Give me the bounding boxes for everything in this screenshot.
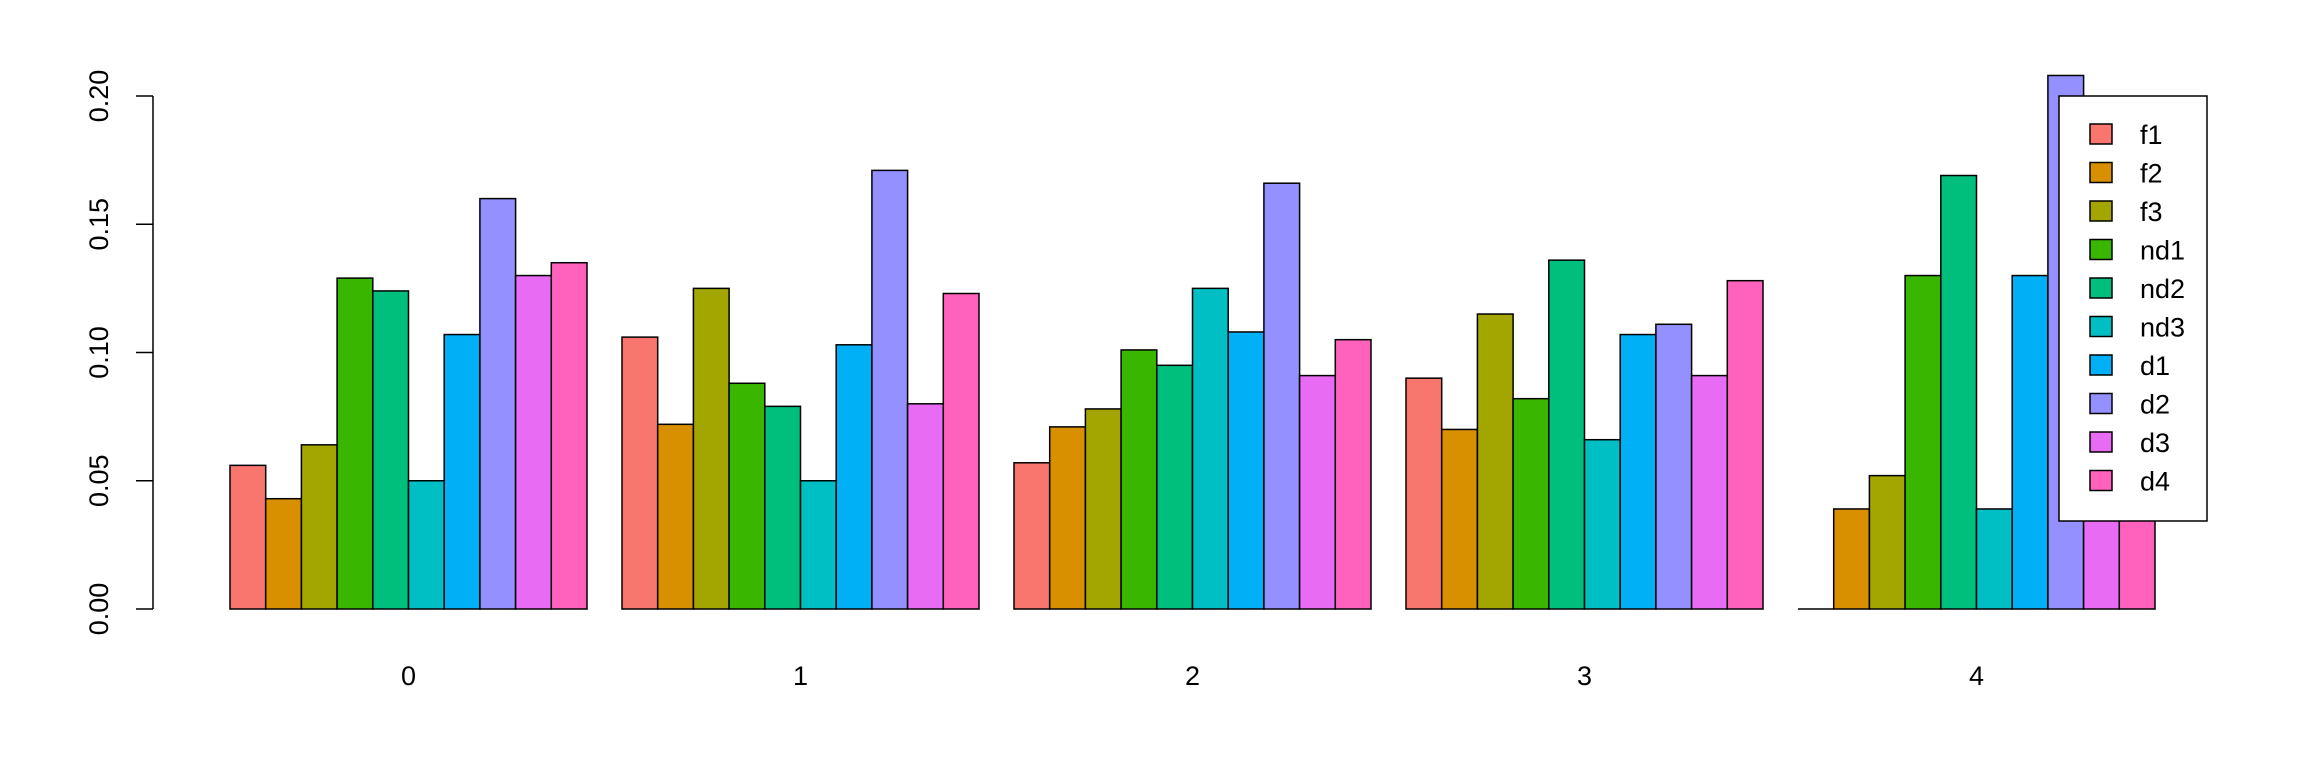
legend-label: d3 [2140,428,2170,458]
legend-item-f3: f3 [2089,197,2163,227]
bar-nd1-1 [728,382,766,610]
bar-d3-2 [1298,374,1337,610]
bar-d2-1 [871,169,909,610]
bar-nd3-0 [407,480,445,610]
bar-d2-3 [1655,323,1693,610]
x-tick-label: 4 [1969,661,1984,691]
bar-f2-2 [1048,426,1087,610]
bar-f3-4 [1868,474,1906,610]
x-tick-label: 1 [793,661,808,691]
bar-d3-0 [514,274,553,610]
bar-nd1-4 [1904,274,1942,610]
bar-f1-3 [1405,377,1443,610]
legend-box [2058,95,2208,522]
bar-nd1-3 [1512,397,1550,610]
bar-nd1-2 [1120,349,1158,610]
bar-d4-2 [1334,338,1372,610]
legend-item-nd2: nd2 [2089,274,2185,304]
x-tick-label: 0 [401,661,416,691]
legend-label: d1 [2140,351,2170,381]
legend-label: d2 [2140,390,2170,420]
bar-nd2-0 [372,290,410,610]
x-axis: 0 1 2 3 4 [401,661,1984,691]
legend-label: nd3 [2140,313,2185,343]
bar-nd1-0 [336,277,374,610]
legend-swatch [2089,354,2113,376]
x-tick-label: 2 [1185,661,1200,691]
legend-item-d4: d4 [2089,467,2170,497]
bar-nd2-4 [1940,174,1978,610]
y-tick-label: 0.15 [84,198,114,251]
bar-d4-0 [550,261,588,610]
bar-f3-2 [1084,408,1122,610]
bar-f2-1 [656,423,695,610]
bar-d4-1 [942,292,980,610]
legend-item-d1: d1 [2089,351,2170,381]
legend-label: d4 [2140,467,2170,497]
bar-f1-1 [621,336,659,610]
legend-swatch [2089,469,2113,492]
bar-f2-0 [264,497,303,610]
bar-f1-0 [229,464,267,610]
bar-f1-2 [1013,462,1051,610]
legend-label: nd2 [2140,274,2185,304]
bar-d1-0 [443,333,481,610]
legend-label: f2 [2140,159,2163,189]
bar-nd2-2 [1156,364,1194,610]
bar-f3-3 [1476,313,1514,610]
y-tick-label: 0.00 [84,583,114,636]
x-tick-label: 3 [1577,661,1592,691]
legend-item-f1: f1 [2089,120,2163,150]
bar-d2-0 [479,197,517,610]
bar-nd3-4 [1975,508,2013,610]
legend-swatch [2089,277,2113,299]
bar-d1-2 [1227,331,1265,610]
legend-swatch [2089,200,2113,222]
legend-swatch [2089,161,2113,184]
bars [229,74,2156,610]
y-axis: 0.00 0.05 0.10 0.15 0.20 [84,70,154,636]
legend-swatch [2089,315,2113,338]
legend-label: nd1 [2140,236,2185,266]
bar-group-1 [621,169,980,610]
bar-d3-1 [906,403,945,610]
bar-nd3-3 [1583,438,1621,610]
y-tick-label: 0.20 [84,70,114,123]
bar-nd2-3 [1548,259,1586,610]
bar-f2-4 [1832,508,1871,610]
legend-swatch [2089,123,2113,145]
legend-swatch [2089,392,2113,415]
bar-d1-3 [1619,333,1657,610]
bar-group-3 [1405,259,1764,610]
legend-item-d3: d3 [2089,428,2170,458]
legend-item-nd3: nd3 [2089,313,2185,343]
bar-d2-2 [1263,182,1301,610]
legend-label: f3 [2140,197,2163,227]
bar-nd2-1 [764,405,802,610]
bar-d4-3 [1726,279,1764,610]
bar-group-2 [1013,182,1372,610]
legend-item-f2: f2 [2089,159,2163,189]
legend-label: f1 [2140,120,2163,150]
legend: f1 f2 f3 nd1 nd2 nd3 d1 d2 d3 d4 [2058,95,2208,522]
bar-f3-0 [300,444,338,610]
y-tick-label: 0.10 [84,326,114,379]
legend-swatch [2089,238,2113,261]
y-tick-label: 0.05 [84,454,114,507]
legend-item-nd1: nd1 [2089,236,2185,266]
bar-nd3-2 [1191,287,1229,610]
bar-f2-3 [1440,428,1479,610]
bar-d1-1 [835,344,873,610]
legend-item-d2: d2 [2089,390,2170,420]
bar-nd3-1 [799,480,837,610]
bar-d1-4 [2011,274,2049,610]
bar-f3-1 [692,287,730,610]
legend-swatch [2089,431,2113,453]
bar-group-0 [229,197,588,610]
bar-d3-3 [1690,374,1729,610]
